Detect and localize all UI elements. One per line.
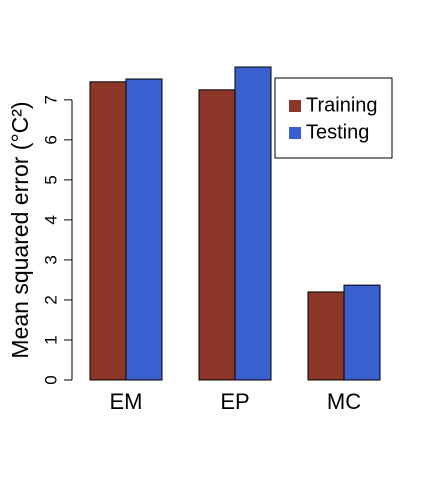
y-tick-label: 5: [41, 175, 60, 184]
y-tick-label: 7: [41, 95, 60, 104]
bar: [198, 89, 236, 381]
legend-label: Training: [306, 94, 378, 116]
y-tick-label: 0: [41, 375, 60, 384]
legend-swatch: [289, 100, 301, 112]
y-tick-label: 2: [41, 295, 60, 304]
x-tick-label: EM: [110, 389, 143, 414]
bar: [307, 291, 345, 381]
legend-label: Testing: [306, 121, 369, 143]
bar: [125, 78, 163, 381]
y-tick-label: 1: [41, 335, 60, 344]
bar: [89, 81, 127, 381]
legend-swatch: [289, 127, 301, 139]
y-axis-label: Mean squared error (°C²): [7, 101, 33, 358]
legend-box: [274, 77, 393, 159]
y-tick-label: 4: [41, 215, 60, 224]
x-tick-label: MC: [327, 389, 361, 414]
y-tick-label: 3: [41, 255, 60, 264]
x-tick-label: EP: [220, 389, 249, 414]
y-tick-label: 6: [41, 135, 60, 144]
bar: [234, 66, 272, 381]
bar: [343, 284, 381, 381]
